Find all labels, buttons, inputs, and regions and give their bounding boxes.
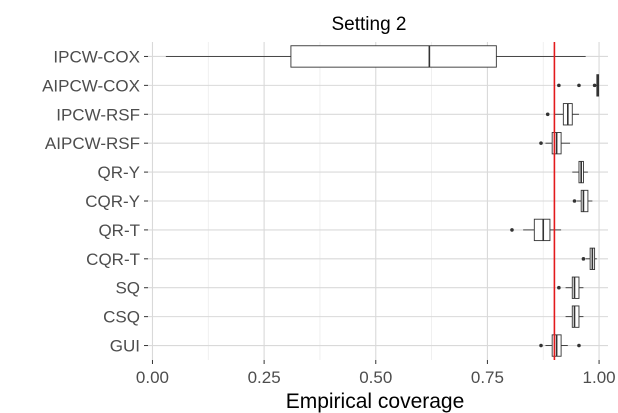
- y-tick-label: IPCW-RSF: [56, 105, 140, 124]
- grid-layer: [148, 42, 608, 360]
- box-qr-t: [510, 218, 562, 242]
- x-tick-label: 0.75: [471, 368, 504, 387]
- box-ipcw-rsf: [545, 103, 579, 126]
- box-gui: [539, 334, 581, 357]
- chart-title: Setting 2: [332, 14, 407, 35]
- x-tick-label: 0.50: [359, 368, 392, 387]
- outlier-point: [577, 83, 581, 88]
- box-csq: [565, 305, 584, 328]
- y-tick-label: CQR-Y: [85, 192, 140, 211]
- box-iqr: [571, 276, 580, 299]
- y-tick-label: CSQ: [103, 308, 140, 327]
- outlier-point: [557, 83, 561, 88]
- y-tick-labels: IPCW-COX AIPCW-COX IPCW-RSF AIPCW-RSF QR-Y CQ…: [42, 47, 148, 356]
- box-iqr: [571, 305, 580, 328]
- y-tick-label: QR-Y: [98, 163, 141, 182]
- box-iqr: [533, 218, 551, 242]
- outlier-point: [545, 112, 550, 117]
- box-iqr: [580, 189, 589, 213]
- outlier-point: [581, 257, 586, 261]
- y-tick-label: IPCW-COX: [53, 47, 140, 66]
- outlier-point: [539, 343, 543, 348]
- x-tick-label: 0.25: [248, 368, 281, 387]
- y-tick-label: GUI: [110, 337, 140, 356]
- y-tick-label: QR-T: [98, 221, 140, 240]
- y-tick-label: AIPCW-RSF: [45, 134, 140, 153]
- box-aipcw-cox: [557, 74, 600, 97]
- outlier-point: [539, 141, 543, 145]
- box-ipcw-cox: [165, 45, 586, 68]
- box-cqr-y: [572, 189, 593, 213]
- outlier-point: [557, 285, 561, 290]
- x-axis-title: Empirical coverage: [286, 390, 465, 413]
- y-tick-label: SQ: [115, 279, 140, 298]
- box-iqr: [290, 45, 497, 68]
- y-tick-label: AIPCW-COX: [42, 76, 140, 95]
- box-aipcw-rsf: [539, 132, 571, 155]
- box-sq: [557, 276, 584, 299]
- outlier-point: [510, 228, 514, 232]
- box-cqr-t: [581, 247, 597, 270]
- box-qr-y: [572, 160, 588, 184]
- outlier-point: [577, 343, 581, 348]
- x-tick-label: 1.00: [583, 368, 616, 387]
- x-tick-labels: 0.00 0.25 0.50 0.75 1.00: [136, 360, 616, 387]
- outlier-point: [572, 199, 577, 203]
- outlier-point: [592, 83, 597, 88]
- x-tick-label: 0.00: [136, 368, 169, 387]
- y-tick-label: CQR-T: [86, 250, 140, 269]
- boxes-layer: [165, 45, 600, 357]
